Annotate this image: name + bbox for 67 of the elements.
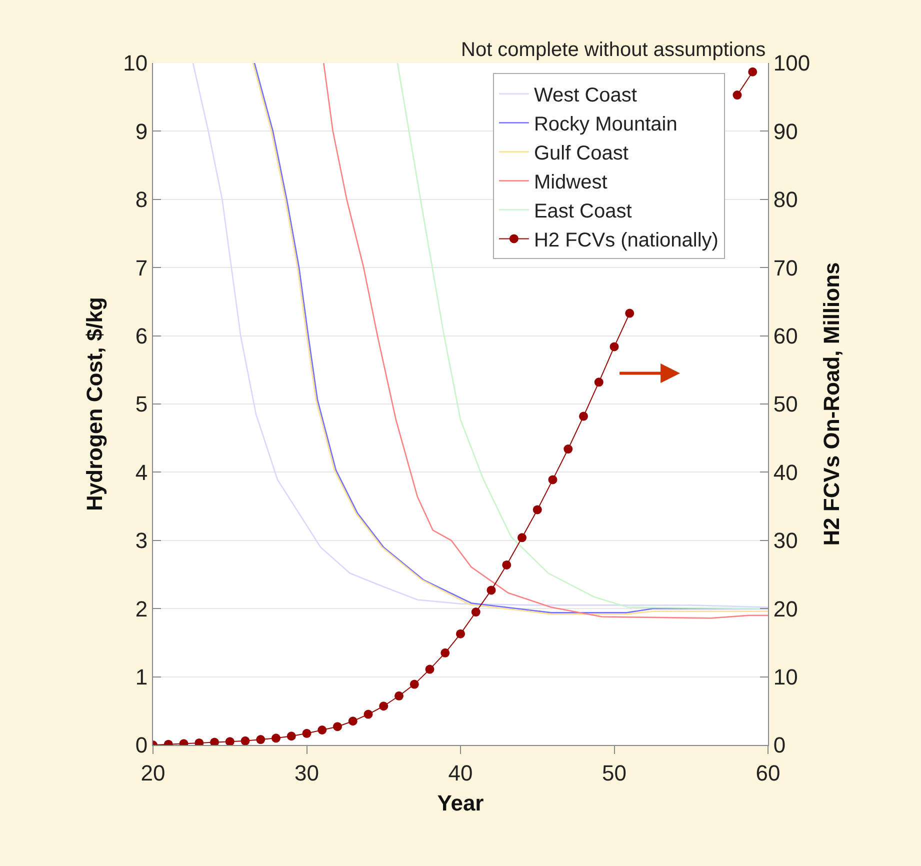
point [440, 648, 450, 658]
point [594, 378, 604, 387]
y2-tick-label: 50 [773, 392, 798, 417]
legend-label: Rocky Mountain [534, 114, 678, 136]
y2-tick-label: 100 [773, 50, 810, 76]
x-tick-label: 40 [448, 760, 473, 786]
point [379, 702, 388, 711]
point [610, 342, 619, 352]
y-tick-label: 7 [135, 255, 148, 280]
point [502, 560, 512, 570]
point [225, 737, 234, 745]
x-tick-label: 20 [140, 760, 166, 786]
text: Not complete without assumptions [461, 39, 766, 61]
y2-tick-label: 0 [773, 732, 786, 758]
point [471, 608, 480, 617]
y2-axis-title: H2 FCVs On-Road, Millions [819, 262, 844, 546]
point [532, 505, 542, 514]
y-tick-label: 1 [135, 664, 148, 690]
y2-tick-label: 80 [773, 187, 798, 212]
point [333, 722, 342, 732]
point [318, 726, 327, 734]
point [394, 691, 404, 700]
point [210, 738, 219, 745]
point [286, 732, 296, 741]
y-tick-label: 10 [123, 50, 148, 76]
y2-tick-label: 30 [773, 528, 798, 554]
y2-tick-label: 70 [773, 255, 798, 280]
legend-label: Gulf Coast [534, 142, 629, 165]
x-tick-label: 30 [294, 760, 319, 786]
y-tick-label: 0 [135, 732, 148, 758]
point [425, 664, 434, 674]
point [625, 308, 634, 318]
point [348, 716, 358, 726]
point [272, 734, 280, 743]
legend-label: H2 FCVs (nationally) [534, 230, 718, 252]
y-tick-label: 5 [135, 392, 148, 417]
y2-tick-label: 20 [773, 596, 798, 622]
y-tick-label: 4 [135, 460, 148, 485]
y2-tick-label: 60 [773, 324, 798, 348]
x-axis-title: Year [437, 790, 484, 816]
point [302, 728, 312, 738]
y2-tick-label: 90 [773, 118, 798, 144]
legend-label: East Coast [534, 200, 632, 223]
legend-label: West Coast [534, 84, 638, 107]
y2-tick-label: 40 [773, 460, 798, 485]
point [748, 67, 758, 76]
y-tick-label: 8 [135, 187, 148, 212]
x-tick-label: 50 [602, 760, 626, 786]
y-tick-label: 3 [135, 528, 148, 554]
y-axis-title: Hydrogen Cost, $/kg [82, 297, 107, 511]
point [364, 710, 373, 719]
point [732, 90, 742, 100]
point [518, 533, 526, 542]
point [564, 444, 573, 454]
x-tick-label: 60 [756, 760, 780, 786]
point [410, 680, 419, 689]
point [240, 736, 250, 745]
y-tick-label: 6 [135, 324, 148, 348]
y-tick-label: 2 [135, 596, 148, 622]
point [579, 412, 588, 421]
y2-tick-label: 10 [773, 664, 798, 690]
legend-label: Midwest [534, 172, 608, 194]
point [256, 735, 266, 744]
point [548, 475, 558, 484]
y-tick-label: 9 [135, 118, 148, 144]
point [486, 586, 496, 595]
point [456, 629, 465, 638]
